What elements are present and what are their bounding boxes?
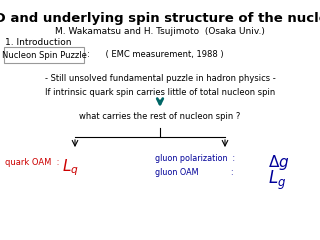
Text: M. Wakamatsu and H. Tsujimoto  (Osaka Univ.): M. Wakamatsu and H. Tsujimoto (Osaka Uni… [55, 27, 265, 36]
Text: $L_q$: $L_q$ [62, 157, 79, 178]
Text: what carries the rest of nucleon spin ?: what carries the rest of nucleon spin ? [79, 112, 241, 121]
Text: :      ( EMC measurement, 1988 ): : ( EMC measurement, 1988 ) [87, 50, 224, 60]
Text: GPD and underlying spin structure of the nucleon: GPD and underlying spin structure of the… [0, 12, 320, 25]
Text: quark OAM  :: quark OAM : [5, 158, 65, 167]
Text: Nucleon Spin Puzzle: Nucleon Spin Puzzle [2, 50, 86, 60]
Text: - Still unsolved fundamental puzzle in hadron physics -: - Still unsolved fundamental puzzle in h… [44, 74, 276, 83]
Text: $\Delta g$: $\Delta g$ [268, 153, 290, 172]
Text: 1. Introduction: 1. Introduction [5, 38, 71, 47]
Text: $L_g$: $L_g$ [268, 169, 286, 192]
Text: gluon OAM             :: gluon OAM : [155, 168, 239, 177]
Text: gluon polarization  :: gluon polarization : [155, 154, 240, 163]
FancyBboxPatch shape [4, 47, 84, 63]
Text: If intrinsic quark spin carries little of total nucleon spin: If intrinsic quark spin carries little o… [45, 88, 275, 97]
